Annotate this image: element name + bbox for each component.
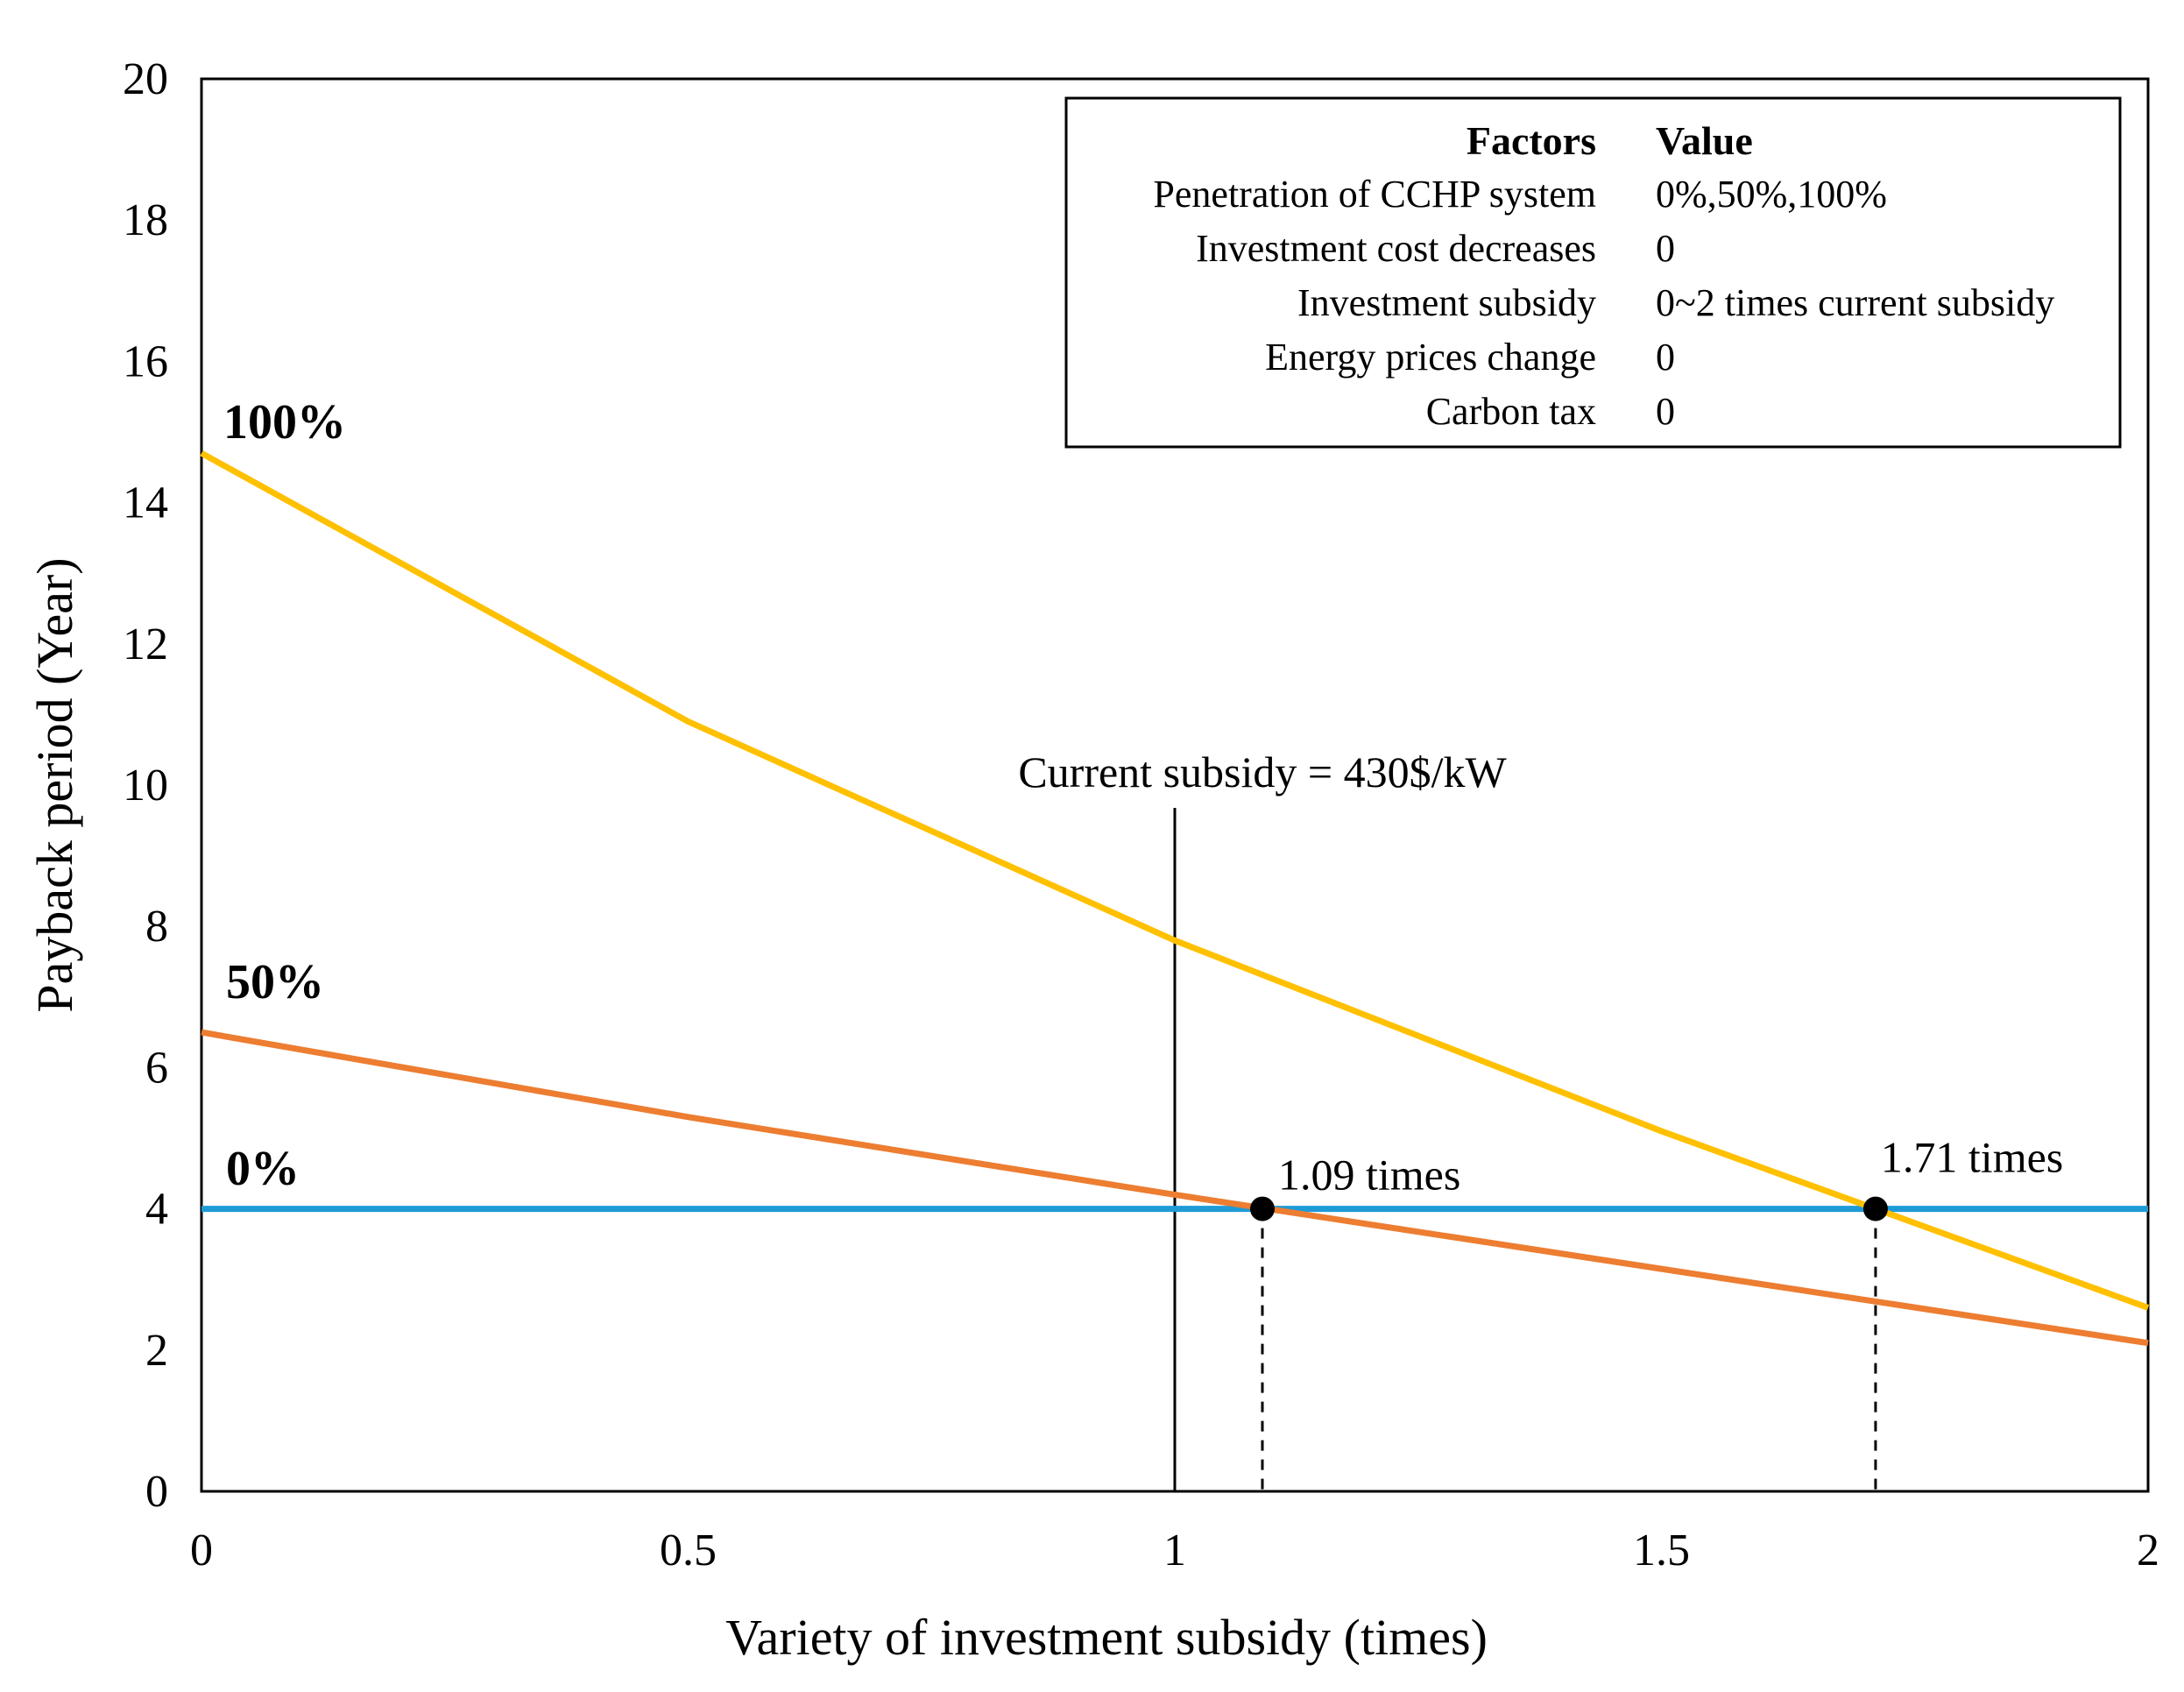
y-axis-title: Payback period (Year) [26, 557, 83, 1012]
factor-value: 0%,50%,100% [1656, 173, 1887, 216]
factor-name: Investment cost decreases [1196, 227, 1596, 270]
y-tick-label: 8 [145, 902, 168, 952]
series-line-50pct [201, 1029, 2149, 1347]
value-header: Value [1656, 118, 1753, 163]
series-line-100pct [200, 450, 2150, 1311]
y-tick-label: 14 [123, 478, 168, 528]
y-tick-label: 10 [123, 761, 168, 811]
factor-value: 0 [1656, 227, 1675, 270]
intersection-label: 1.09 times [1278, 1150, 1460, 1200]
factor-name: Investment subsidy [1297, 281, 1596, 324]
factors-table-box [1064, 96, 2122, 449]
factor-name: Penetration of CCHP system [1153, 173, 1596, 216]
factor-name: Energy prices change [1265, 336, 1596, 379]
series-label: 50% [226, 955, 324, 1009]
y-tick-label: 12 [123, 619, 168, 669]
x-tick-label: 0 [190, 1526, 213, 1575]
x-axis-ticks: 0 0.5 1 1.5 2 [190, 1526, 2159, 1575]
series-lines [200, 450, 2150, 1347]
x-tick-label: 1 [1163, 1526, 1186, 1575]
reference-line-label: Current subsidy = 430$/kW [1018, 747, 1507, 796]
factor-value: 0 [1656, 336, 1675, 379]
intersection-point [1249, 1196, 1275, 1221]
factor-value: 0~2 times current subsidy [1656, 281, 2054, 324]
y-tick-label: 4 [145, 1185, 168, 1235]
series-label: 0% [226, 1142, 300, 1196]
series-labels: 100% 50% 0% [223, 395, 346, 1196]
y-tick-label: 16 [123, 336, 168, 386]
x-tick-label: 1.5 [1633, 1526, 1690, 1575]
x-tick-label: 2 [2137, 1526, 2159, 1575]
y-tick-label: 0 [145, 1467, 168, 1517]
intersection-markers: 1.09 times 1.71 times [1249, 1133, 2063, 1491]
factors-table: Factors Value Penetration of CCHP system 0%… [1064, 96, 2122, 449]
factor-value: 0 [1656, 390, 1675, 433]
x-tick-label: 0.5 [660, 1526, 717, 1575]
y-tick-label: 6 [145, 1043, 168, 1093]
factors-header: Factors [1467, 118, 1596, 163]
y-tick-label: 2 [145, 1326, 168, 1376]
y-tick-label: 20 [123, 54, 168, 104]
intersection-label: 1.71 times [1881, 1133, 2063, 1182]
reference-line-group: Current subsidy = 430$/kW [1018, 747, 1507, 1491]
y-axis-ticks: 0 2 4 6 8 10 12 14 16 18 20 [123, 54, 168, 1517]
y-tick-label: 18 [123, 195, 168, 245]
series-label: 100% [223, 395, 346, 450]
factor-name: Carbon tax [1426, 390, 1596, 433]
intersection-point [1862, 1196, 1888, 1221]
x-axis-title: Variety of investment subsidy (times) [725, 1609, 1488, 1666]
